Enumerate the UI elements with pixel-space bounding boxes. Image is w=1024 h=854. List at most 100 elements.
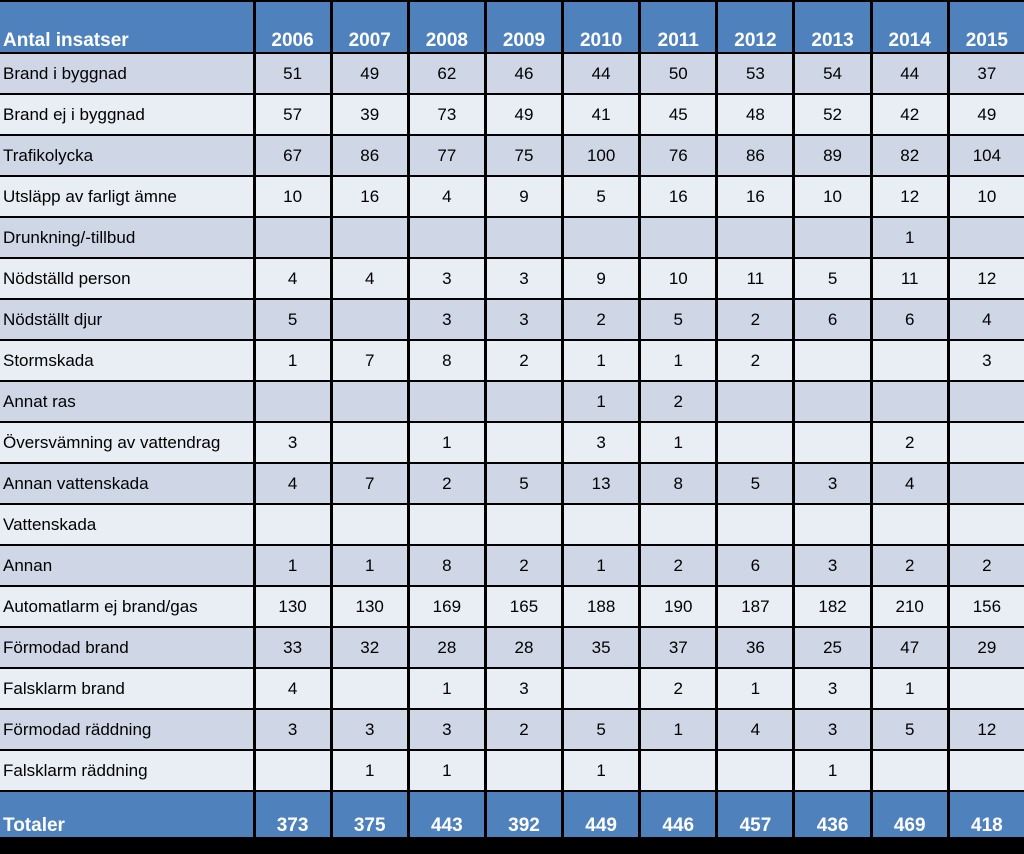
cell-value	[332, 423, 407, 462]
cell-value	[872, 382, 947, 421]
cell-value: 46	[486, 54, 562, 93]
cell-value: 1	[795, 751, 870, 790]
cell-value	[409, 382, 484, 421]
cell-value: 5	[641, 300, 716, 339]
cell-value: 1	[564, 751, 639, 790]
table-row: Översvämning av vattendrag 3 1 3 1 2	[0, 423, 1024, 462]
cell-value: 6	[795, 300, 870, 339]
cell-value: 3	[564, 423, 639, 462]
table-row: Brand i byggnad 51 49 62 46 44 50 53 54 44 37	[0, 54, 1024, 93]
header-year: 2013	[795, 2, 870, 52]
cell-value: 3	[409, 300, 484, 339]
cell-value: 2	[486, 546, 562, 585]
cell-value: 54	[795, 54, 870, 93]
cell-value: 29	[949, 628, 1024, 667]
cell-value	[949, 751, 1024, 790]
cell-value: 3	[332, 710, 407, 749]
cell-value: 48	[718, 95, 793, 134]
header-year: 2010	[564, 2, 639, 52]
cell-value: 1	[409, 669, 484, 708]
cell-value: 3	[949, 341, 1024, 380]
cell-value: 5	[795, 259, 870, 298]
cell-value: 2	[718, 341, 793, 380]
total-value: 469	[872, 792, 947, 837]
cell-value: 1	[409, 751, 484, 790]
cell-value: 1	[564, 341, 639, 380]
cell-value: 32	[332, 628, 407, 667]
table-row: Nödställt djur 5 3 3 2 5 2 6 6 4	[0, 300, 1024, 339]
table-row: Falsklarm brand 4 1 3 2 1 3 1	[0, 669, 1024, 708]
cell-value	[718, 505, 793, 544]
cell-value	[486, 218, 562, 257]
cell-value: 5	[255, 300, 330, 339]
total-value: 392	[486, 792, 562, 837]
total-value: 443	[409, 792, 484, 837]
cell-value: 28	[409, 628, 484, 667]
header-year: 2014	[872, 2, 947, 52]
cell-value	[872, 505, 947, 544]
table-body: Brand i byggnad 51 49 62 46 44 50 53 54 44 37 Brand…	[0, 54, 1024, 790]
cell-value: 1	[409, 423, 484, 462]
table-row: Annan 1 1 8 2 1 2 6 3 2 2	[0, 546, 1024, 585]
cell-value: 9	[486, 177, 562, 216]
header-label: Antal insatser	[0, 2, 253, 52]
cell-value: 7	[332, 464, 407, 503]
cell-value: 7	[332, 341, 407, 380]
cell-value: 41	[564, 95, 639, 134]
cell-value	[949, 423, 1024, 462]
cell-value: 3	[795, 464, 870, 503]
cell-value	[255, 751, 330, 790]
cell-value: 82	[872, 136, 947, 175]
header-year: 2015	[949, 2, 1024, 52]
cell-value: 187	[718, 587, 793, 626]
cell-value: 5	[564, 177, 639, 216]
cell-value: 1	[872, 218, 947, 257]
table-row: Falsklarm räddning 1 1 1 1	[0, 751, 1024, 790]
cell-value	[795, 382, 870, 421]
cell-value	[795, 341, 870, 380]
row-label: Falsklarm brand	[0, 669, 253, 708]
header-year: 2008	[409, 2, 484, 52]
cell-value: 36	[718, 628, 793, 667]
cell-value: 10	[949, 177, 1024, 216]
cell-value: 37	[949, 54, 1024, 93]
cell-value: 39	[332, 95, 407, 134]
total-value: 418	[949, 792, 1024, 837]
cell-value	[486, 423, 562, 462]
total-value: 446	[641, 792, 716, 837]
cell-value: 16	[718, 177, 793, 216]
cell-value: 4	[718, 710, 793, 749]
cell-value: 130	[332, 587, 407, 626]
cell-value: 182	[795, 587, 870, 626]
cell-value	[718, 423, 793, 462]
cell-value	[486, 382, 562, 421]
cell-value	[949, 669, 1024, 708]
cell-value: 3	[795, 710, 870, 749]
cell-value: 37	[641, 628, 716, 667]
cell-value: 1	[641, 423, 716, 462]
row-label: Annat ras	[0, 382, 253, 421]
cell-value	[486, 505, 562, 544]
cell-value	[718, 751, 793, 790]
cell-value: 165	[486, 587, 562, 626]
cell-value: 28	[486, 628, 562, 667]
total-value: 457	[718, 792, 793, 837]
row-label: Nödställd person	[0, 259, 253, 298]
cell-value: 8	[641, 464, 716, 503]
cell-value: 76	[641, 136, 716, 175]
cell-value: 3	[795, 669, 870, 708]
row-label: Annan vattenskada	[0, 464, 253, 503]
cell-value: 86	[718, 136, 793, 175]
cell-value: 11	[872, 259, 947, 298]
cell-value: 57	[255, 95, 330, 134]
total-value: 375	[332, 792, 407, 837]
cell-value: 2	[641, 669, 716, 708]
row-label: Förmodad räddning	[0, 710, 253, 749]
cell-value: 156	[949, 587, 1024, 626]
row-label: Drunkning/-tillbud	[0, 218, 253, 257]
cell-value	[718, 218, 793, 257]
totals-label: Totaler	[0, 792, 253, 837]
cell-value	[641, 505, 716, 544]
cell-value: 2	[409, 464, 484, 503]
